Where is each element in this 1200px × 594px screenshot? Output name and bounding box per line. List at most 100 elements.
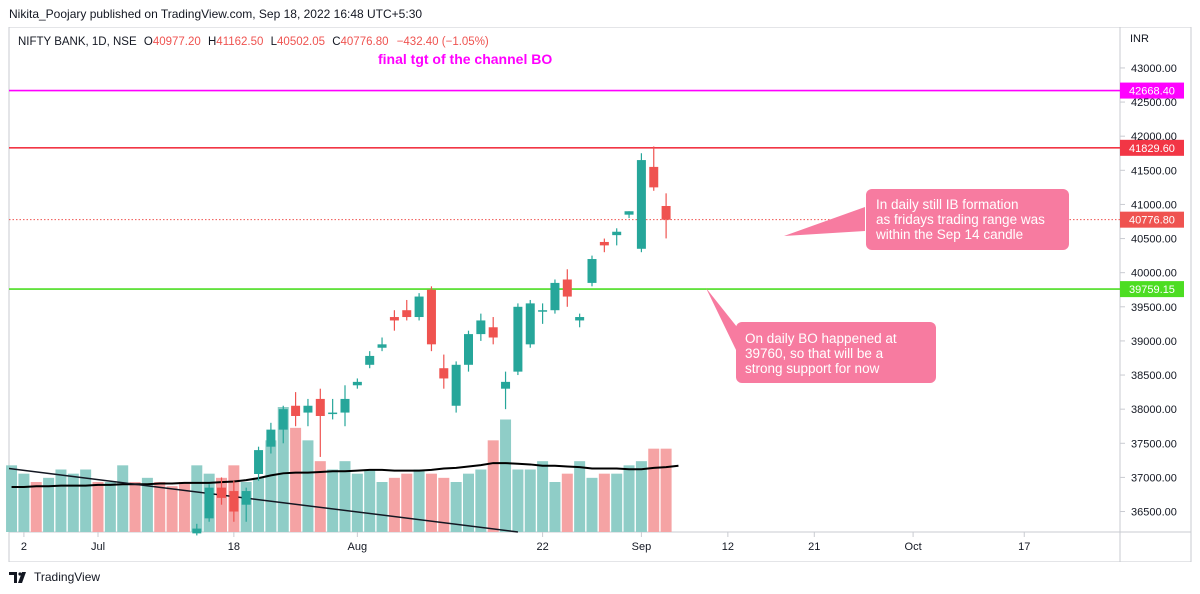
volume-bar (438, 477, 450, 532)
volume-bar (611, 473, 623, 532)
price-tick-label: 38000.00 (1131, 404, 1177, 416)
volume-bar (648, 448, 660, 532)
volume-bar (67, 473, 79, 532)
candle-body (204, 487, 214, 519)
volume-bar (166, 486, 178, 532)
time-tick-label: 21 (808, 541, 820, 553)
volume-bar (290, 427, 302, 532)
volume-bar (586, 477, 598, 532)
candle-body (241, 491, 251, 505)
candle-body (575, 317, 585, 321)
publisher-caption: Nikita_Poojary published on TradingView.… (9, 7, 423, 21)
footer-brand: TradingView (34, 570, 101, 584)
time-tick-label: Aug (348, 541, 368, 553)
candle-body (217, 487, 226, 498)
volume-bar (80, 469, 92, 532)
volume-bar (598, 473, 610, 532)
candle-body (291, 405, 301, 416)
volume-bar (660, 448, 672, 532)
price-tick-label: 36500.00 (1131, 507, 1177, 519)
level-price-label: 39759.15 (1129, 284, 1175, 296)
time-tick-label: Jul (91, 541, 105, 553)
legend-change: −432.40 (−1.05%) (397, 36, 489, 48)
tradingview-footer: TradingView (9, 569, 100, 585)
legend-low: 40502.05 (277, 36, 325, 48)
volume-bar (376, 482, 388, 532)
legend-close: 40776.80 (341, 36, 389, 48)
ib-callout-pointer (784, 207, 865, 236)
volume-bar (475, 469, 487, 532)
candle-body (451, 364, 461, 406)
volume-bar (450, 482, 462, 532)
volume-bar (512, 469, 524, 532)
candle-body (340, 398, 350, 413)
bo-callout: On daily BO happened at 39760, so that w… (706, 288, 936, 383)
volume-bar (178, 482, 190, 532)
tradingview-logo-icon (9, 571, 26, 583)
volume-bar (524, 469, 536, 532)
time-tick-label: 18 (228, 541, 240, 553)
volume-bar (351, 473, 363, 532)
volume-bar (388, 477, 400, 532)
level-price-tag (1120, 139, 1184, 156)
price-tick-label: 40000.00 (1131, 268, 1177, 280)
price-tick-label: 43000.00 (1131, 63, 1177, 75)
volume-bar (574, 461, 586, 532)
candle-body (389, 317, 399, 321)
price-tick-label: 41500.00 (1131, 165, 1177, 177)
volume-bar (339, 461, 351, 532)
candle-body (562, 279, 572, 297)
candle-body (254, 450, 264, 474)
ib-note-line-1: In daily still IB formation (876, 197, 1019, 212)
ib-note-line-2: as fridays trading range was (876, 212, 1045, 227)
legend-open: 40977.20 (153, 36, 201, 48)
candle-body (439, 368, 449, 379)
volume-bar (154, 482, 166, 532)
volume-bar (117, 465, 129, 532)
time-tick-label: 2 (21, 541, 27, 553)
candle-body (414, 296, 424, 318)
chart-border (8, 27, 1192, 562)
volume-bar (327, 469, 339, 532)
time-tick-label: Sep (632, 541, 652, 553)
volume-bar (6, 465, 18, 532)
moving-average (11, 462, 679, 488)
level-price-tag (1120, 281, 1184, 298)
candle-body (352, 381, 362, 386)
candle-body (402, 310, 412, 318)
candle-body (550, 282, 560, 311)
bo-note-line-2: 39760, so that will be a (745, 346, 884, 361)
volume-bar (104, 482, 116, 532)
level-price-tag (1120, 211, 1184, 228)
candle-body (328, 412, 338, 415)
price-tick-label: 37000.00 (1131, 472, 1177, 484)
volume-bar (413, 469, 425, 532)
volume-bar (277, 407, 289, 532)
volume-bar (623, 465, 635, 532)
ib-callout: In daily still IB formation as fridays t… (784, 189, 1069, 250)
candle-body (464, 334, 473, 365)
candle-body (192, 528, 202, 534)
level-price-tag (1120, 82, 1184, 99)
legend-symbol: NIFTY BANK, 1D, NSE (18, 36, 137, 48)
ib-callout-box (866, 189, 1069, 250)
candle-body (624, 211, 634, 215)
price-tick-label: 37500.00 (1131, 438, 1177, 450)
volume-bar (487, 440, 499, 532)
price-tick-label: 39500.00 (1131, 302, 1177, 314)
volume-bar (561, 473, 573, 532)
bo-note-line-1: On daily BO happened at (745, 331, 897, 346)
volume-bar (463, 473, 474, 532)
candle-body (649, 166, 659, 188)
candle-body (278, 409, 288, 430)
ohlc-legend: NIFTY BANK, 1D, NSE O40977.20 H41162.50 … (18, 36, 489, 48)
price-tick-label: 42500.00 (1131, 97, 1177, 109)
volume-bar (43, 477, 55, 532)
volume-bar (635, 461, 647, 532)
volume-bar (253, 477, 265, 532)
price-tick-label: 42000.00 (1131, 131, 1177, 143)
level-price-label: 42668.40 (1129, 86, 1175, 98)
volume-bar (191, 465, 203, 532)
bo-callout-box (736, 322, 936, 383)
price-axis: 36500.00 37000.00 37500.00 38000.00 38500.00… (1120, 63, 1177, 519)
